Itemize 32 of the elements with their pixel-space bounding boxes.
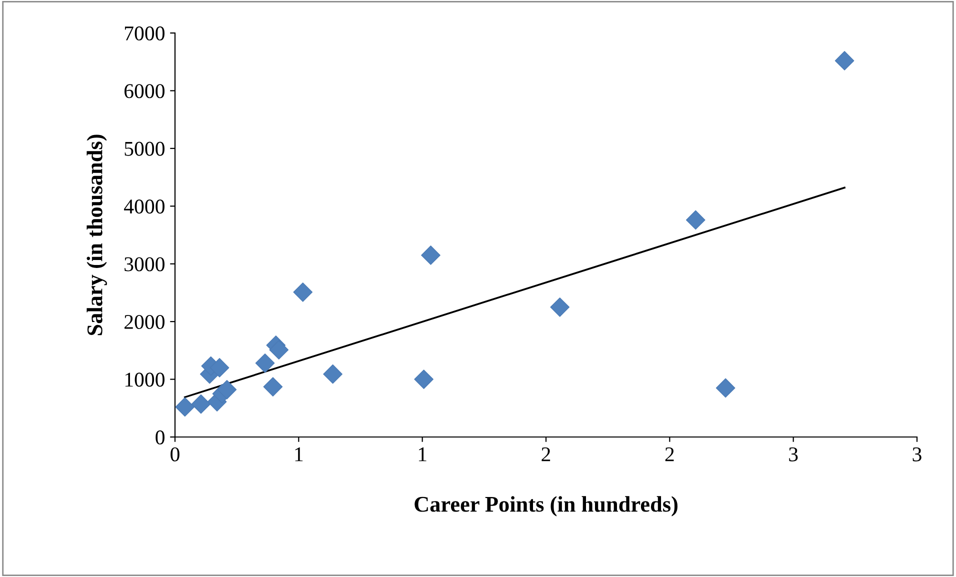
x-tick-label: 3 bbox=[912, 447, 922, 462]
point bbox=[550, 297, 570, 317]
point bbox=[834, 51, 854, 70]
y-tick-label: 0 bbox=[156, 430, 164, 444]
point bbox=[263, 377, 283, 396]
x-tick-label: 0 bbox=[170, 447, 180, 462]
x-tick-label: 3 bbox=[789, 447, 798, 462]
y-tick-label: 5000 bbox=[124, 142, 164, 156]
point bbox=[217, 380, 237, 400]
point bbox=[293, 282, 313, 302]
point bbox=[269, 340, 289, 360]
point bbox=[686, 210, 706, 230]
y-tick-label: 3000 bbox=[124, 257, 164, 272]
point bbox=[210, 358, 230, 378]
point bbox=[414, 370, 434, 389]
point bbox=[421, 246, 440, 265]
x-axis-title: Career Points (in hundreds) bbox=[414, 496, 678, 516]
x-tick-label: 1 bbox=[295, 447, 303, 462]
point bbox=[191, 394, 211, 414]
point bbox=[255, 353, 275, 373]
y-axis-title: Salary (in thousands) bbox=[86, 134, 107, 336]
x-tick-label: 2 bbox=[665, 447, 674, 462]
point bbox=[175, 397, 195, 417]
y-tick-label: 4000 bbox=[124, 200, 164, 214]
y-tick-label: 6000 bbox=[124, 84, 164, 98]
point bbox=[323, 364, 342, 384]
y-tick-label: 2000 bbox=[124, 314, 164, 330]
x-tick-label: 1 bbox=[418, 447, 426, 462]
x-tick-label: 2 bbox=[542, 447, 550, 462]
y-tick-label: 1000 bbox=[125, 372, 164, 387]
point bbox=[716, 378, 736, 398]
y-tick-label: 7000 bbox=[124, 26, 164, 40]
